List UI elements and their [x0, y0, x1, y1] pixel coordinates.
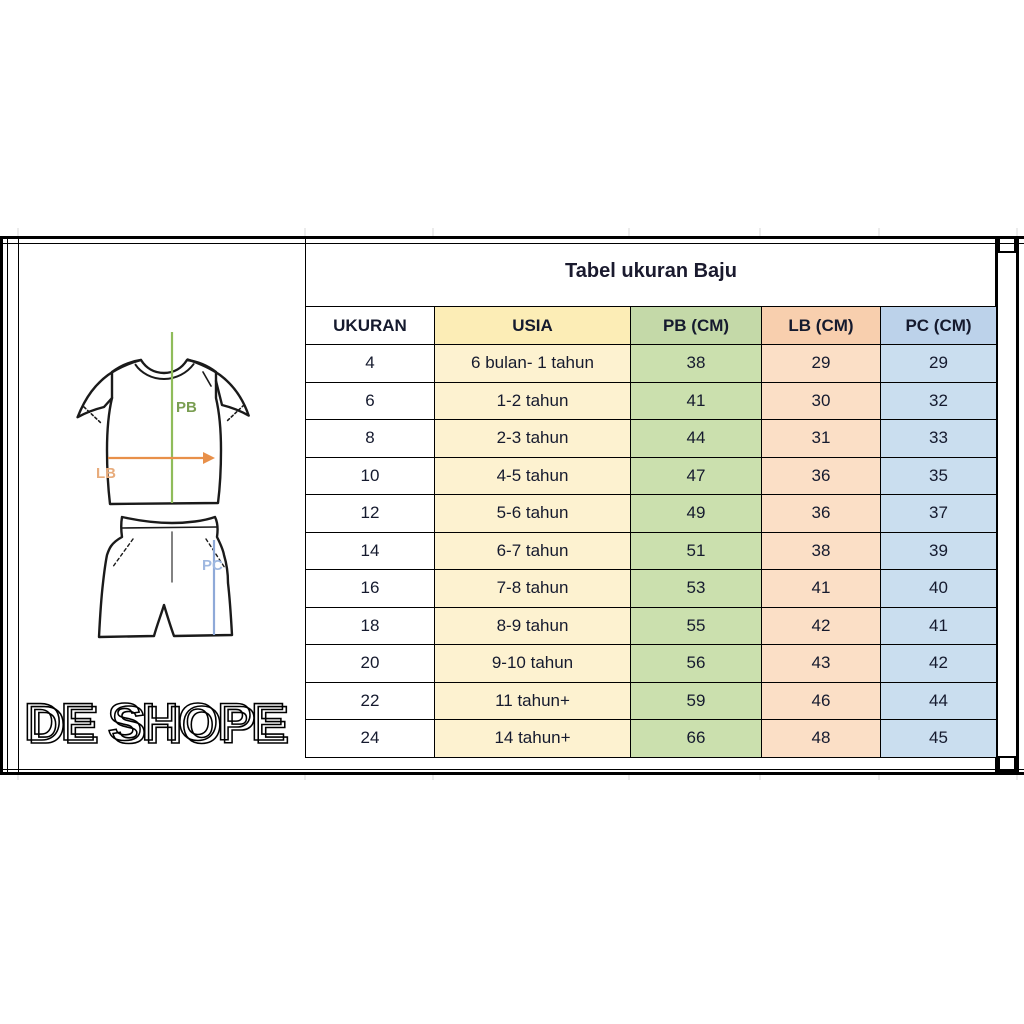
svg-text:PC: PC [202, 557, 223, 574]
svg-text:LB: LB [96, 465, 116, 482]
svg-text:PB: PB [176, 399, 197, 416]
svg-text:DE SHOPE: DE SHOPE [24, 694, 285, 753]
